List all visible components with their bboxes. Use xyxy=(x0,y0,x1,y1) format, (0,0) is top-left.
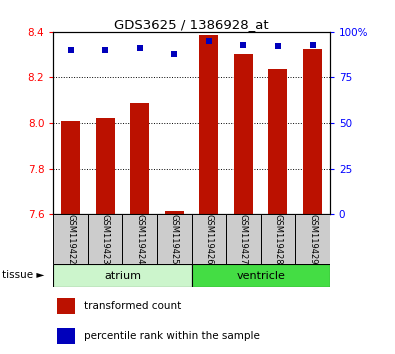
Bar xyxy=(165,211,184,214)
Bar xyxy=(122,214,157,264)
Bar xyxy=(234,53,253,214)
Bar xyxy=(157,214,192,264)
Point xyxy=(309,42,316,47)
Bar xyxy=(61,121,80,214)
Point xyxy=(240,42,246,47)
Bar xyxy=(303,49,322,214)
Bar xyxy=(96,119,115,214)
Point xyxy=(137,45,143,51)
Text: percentile rank within the sample: percentile rank within the sample xyxy=(84,331,260,341)
Bar xyxy=(130,103,149,214)
Text: GSM119423: GSM119423 xyxy=(101,213,110,264)
Bar xyxy=(261,214,295,264)
Bar xyxy=(199,35,218,214)
Bar xyxy=(295,214,330,264)
Text: GSM119424: GSM119424 xyxy=(135,214,144,264)
Bar xyxy=(269,69,288,214)
Text: GSM119429: GSM119429 xyxy=(308,214,317,264)
Point xyxy=(206,38,212,44)
Bar xyxy=(57,297,75,314)
Bar xyxy=(226,214,261,264)
Text: GSM119427: GSM119427 xyxy=(239,213,248,264)
Text: ventricle: ventricle xyxy=(236,270,285,281)
Text: GSM119425: GSM119425 xyxy=(170,214,179,264)
Text: GSM119428: GSM119428 xyxy=(273,213,282,264)
Text: transformed count: transformed count xyxy=(84,301,181,311)
Text: tissue ►: tissue ► xyxy=(2,270,44,280)
Bar xyxy=(57,327,75,344)
Title: GDS3625 / 1386928_at: GDS3625 / 1386928_at xyxy=(114,18,269,31)
Point xyxy=(275,44,281,49)
Text: GSM119426: GSM119426 xyxy=(204,213,213,264)
Text: GSM119422: GSM119422 xyxy=(66,214,75,264)
Point xyxy=(68,47,74,53)
Bar xyxy=(192,264,330,287)
Bar xyxy=(88,214,122,264)
Text: atrium: atrium xyxy=(104,270,141,281)
Bar xyxy=(53,214,88,264)
Bar xyxy=(192,214,226,264)
Bar xyxy=(53,264,192,287)
Point xyxy=(102,47,108,53)
Point xyxy=(171,51,177,57)
